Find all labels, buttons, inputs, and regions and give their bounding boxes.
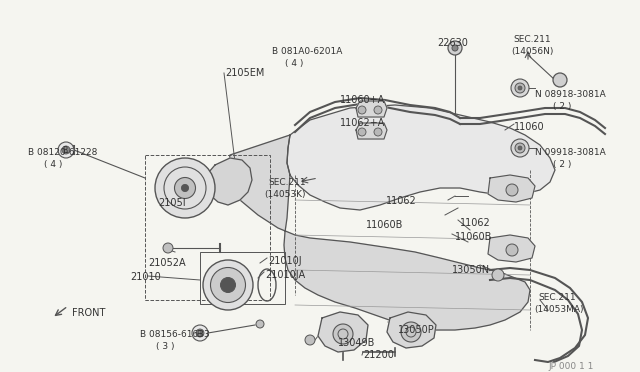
Text: 21052A: 21052A: [148, 258, 186, 268]
Text: 21010J: 21010J: [268, 256, 301, 266]
Text: N 09918-3081A: N 09918-3081A: [535, 148, 605, 157]
Text: 2105EM: 2105EM: [225, 68, 264, 78]
Circle shape: [181, 185, 189, 192]
Bar: [200, 252, 285, 304]
Text: B: B: [196, 330, 201, 339]
Circle shape: [492, 269, 504, 281]
Text: SEC.211: SEC.211: [268, 178, 306, 187]
Circle shape: [211, 267, 246, 302]
Circle shape: [518, 146, 522, 150]
Text: FRONT: FRONT: [72, 308, 106, 318]
Text: 11060B: 11060B: [455, 232, 492, 242]
Text: B 081A0-6201A: B 081A0-6201A: [272, 47, 342, 56]
Text: ( 2 ): ( 2 ): [553, 160, 572, 169]
Text: ( 2 ): ( 2 ): [553, 102, 572, 111]
Text: SEC.211: SEC.211: [513, 35, 550, 44]
Circle shape: [515, 83, 525, 93]
Text: JP 000 1 1: JP 000 1 1: [548, 362, 593, 371]
Polygon shape: [387, 312, 436, 348]
Text: B: B: [62, 146, 67, 155]
Text: ( 4 ): ( 4 ): [44, 160, 62, 169]
Polygon shape: [318, 312, 368, 352]
Circle shape: [155, 158, 215, 218]
Circle shape: [358, 128, 366, 136]
Polygon shape: [488, 175, 535, 202]
Text: 11060: 11060: [514, 122, 545, 132]
Polygon shape: [287, 105, 555, 210]
Text: ( 3 ): ( 3 ): [156, 342, 175, 351]
Circle shape: [192, 325, 208, 341]
Text: (14056N): (14056N): [511, 47, 554, 56]
Circle shape: [448, 41, 462, 55]
Text: 22630: 22630: [437, 38, 468, 48]
Circle shape: [515, 143, 525, 153]
Text: 11062+A: 11062+A: [340, 118, 385, 128]
Circle shape: [62, 146, 70, 154]
Polygon shape: [228, 135, 530, 330]
Circle shape: [518, 86, 522, 90]
Text: 11062: 11062: [386, 196, 417, 206]
Text: 2105I: 2105I: [158, 198, 186, 208]
Text: (14053MA): (14053MA): [534, 305, 584, 314]
Circle shape: [256, 320, 264, 328]
Circle shape: [374, 106, 382, 114]
Circle shape: [358, 106, 366, 114]
Circle shape: [506, 184, 518, 196]
Circle shape: [511, 139, 529, 157]
Text: 11060+A: 11060+A: [340, 95, 385, 105]
Circle shape: [196, 329, 204, 337]
Circle shape: [401, 322, 421, 342]
Text: 21010: 21010: [130, 272, 161, 282]
Text: SEC.211: SEC.211: [538, 293, 575, 302]
Text: (14053K): (14053K): [264, 190, 305, 199]
Circle shape: [452, 45, 458, 51]
Text: 13050N: 13050N: [452, 265, 490, 275]
Polygon shape: [488, 235, 535, 262]
Circle shape: [163, 243, 173, 253]
Circle shape: [305, 335, 315, 345]
Text: ( 4 ): ( 4 ): [285, 59, 303, 68]
Circle shape: [374, 128, 382, 136]
Bar: [145, 155, 270, 300]
Text: 21010JA: 21010JA: [265, 270, 305, 280]
Text: B 08120-61228: B 08120-61228: [28, 148, 97, 157]
Polygon shape: [356, 123, 387, 139]
Circle shape: [333, 324, 353, 344]
Circle shape: [553, 73, 567, 87]
Circle shape: [511, 79, 529, 97]
Polygon shape: [207, 158, 252, 205]
Circle shape: [175, 177, 195, 199]
Polygon shape: [356, 101, 387, 117]
Circle shape: [506, 244, 518, 256]
Circle shape: [58, 142, 74, 158]
Text: 13049B: 13049B: [338, 338, 376, 348]
Text: 11060B: 11060B: [366, 220, 403, 230]
Text: B 08156-61633: B 08156-61633: [140, 330, 210, 339]
Circle shape: [203, 260, 253, 310]
Text: 13050P: 13050P: [398, 325, 435, 335]
Text: 21200: 21200: [363, 350, 394, 360]
Circle shape: [221, 278, 236, 292]
Text: 11062: 11062: [460, 218, 491, 228]
Text: N 08918-3081A: N 08918-3081A: [535, 90, 605, 99]
